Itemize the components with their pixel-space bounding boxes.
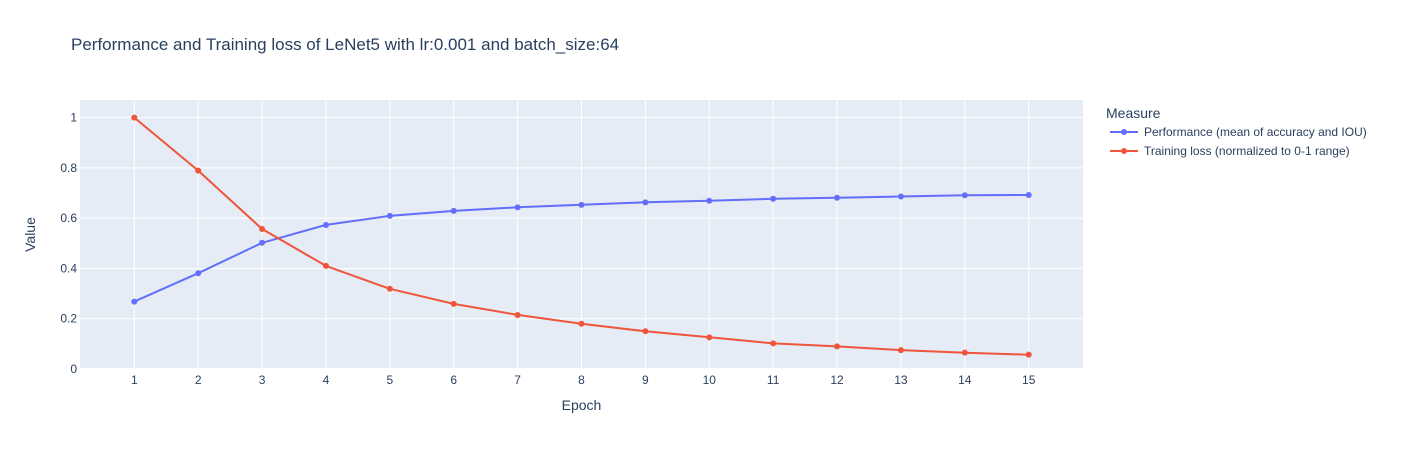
y-tick-label: 1 (70, 111, 77, 125)
x-tick-label: 1 (131, 373, 138, 387)
data-point[interactable] (131, 114, 138, 121)
legend-label: Performance (mean of accuracy and IOU) (1144, 125, 1367, 139)
x-tick-label: 13 (894, 373, 908, 387)
data-point[interactable] (897, 347, 904, 354)
data-point[interactable] (450, 207, 457, 214)
data-point[interactable] (514, 204, 521, 211)
y-tick-label: 0 (70, 362, 77, 376)
series-group (131, 114, 1032, 358)
data-point[interactable] (131, 298, 138, 305)
data-point[interactable] (897, 193, 904, 200)
data-point[interactable] (770, 195, 777, 202)
x-axis-ticks: 1 2 3 4 5 6 7 8 9 10 11 12 13 14 15 (131, 373, 1036, 387)
x-tick-label: 9 (642, 373, 649, 387)
x-tick-label: 6 (450, 373, 457, 387)
data-point[interactable] (706, 334, 713, 341)
x-tick-label: 14 (958, 373, 972, 387)
y-axis-title: Value (22, 217, 38, 252)
x-tick-label: 10 (703, 373, 717, 387)
data-point[interactable] (259, 225, 266, 232)
data-point[interactable] (259, 239, 266, 246)
legend-item[interactable]: Training loss (normalized to 0-1 range) (1110, 144, 1350, 158)
x-axis-title: Epoch (562, 397, 602, 413)
x-tick-label: 15 (1022, 373, 1036, 387)
data-point[interactable] (195, 270, 202, 277)
data-point[interactable] (834, 194, 841, 201)
data-point[interactable] (642, 328, 649, 335)
legend-marker (1121, 148, 1127, 154)
y-tick-label: 0.8 (60, 161, 77, 175)
x-tick-label: 8 (578, 373, 585, 387)
data-point[interactable] (514, 311, 521, 318)
x-tick-label: 11 (767, 373, 780, 387)
data-point[interactable] (1025, 351, 1032, 358)
data-point[interactable] (322, 262, 329, 269)
x-tick-label: 3 (259, 373, 266, 387)
legend-item[interactable]: Performance (mean of accuracy and IOU) (1110, 125, 1367, 139)
grid-lines (80, 100, 1083, 370)
y-tick-label: 0.6 (60, 211, 77, 225)
y-tick-label: 0.2 (60, 312, 77, 326)
legend-label: Training loss (normalized to 0-1 range) (1144, 144, 1350, 158)
x-tick-label: 5 (387, 373, 394, 387)
legend[interactable]: Measure Performance (mean of accuracy an… (1106, 105, 1367, 158)
legend-marker (1121, 129, 1127, 135)
data-point[interactable] (322, 221, 329, 228)
y-axis-ticks: 0 0.2 0.4 0.6 0.8 1 (60, 111, 77, 376)
data-point[interactable] (1025, 192, 1032, 199)
data-point[interactable] (961, 349, 968, 356)
data-point[interactable] (386, 285, 393, 292)
data-point[interactable] (834, 343, 841, 350)
x-tick-label: 12 (830, 373, 844, 387)
legend-title: Measure (1106, 105, 1161, 121)
x-tick-label: 7 (514, 373, 521, 387)
x-tick-label: 2 (195, 373, 202, 387)
data-point[interactable] (386, 212, 393, 219)
data-point[interactable] (450, 300, 457, 307)
data-point[interactable] (195, 167, 202, 174)
data-point[interactable] (578, 201, 585, 208)
y-tick-label: 0.4 (60, 261, 77, 275)
data-point[interactable] (706, 197, 713, 204)
x-tick-label: 4 (323, 373, 330, 387)
data-point[interactable] (770, 340, 777, 347)
data-point[interactable] (961, 192, 968, 199)
chart-title: Performance and Training loss of LeNet5 … (71, 35, 619, 54)
data-point[interactable] (642, 199, 649, 206)
data-point[interactable] (578, 320, 585, 327)
